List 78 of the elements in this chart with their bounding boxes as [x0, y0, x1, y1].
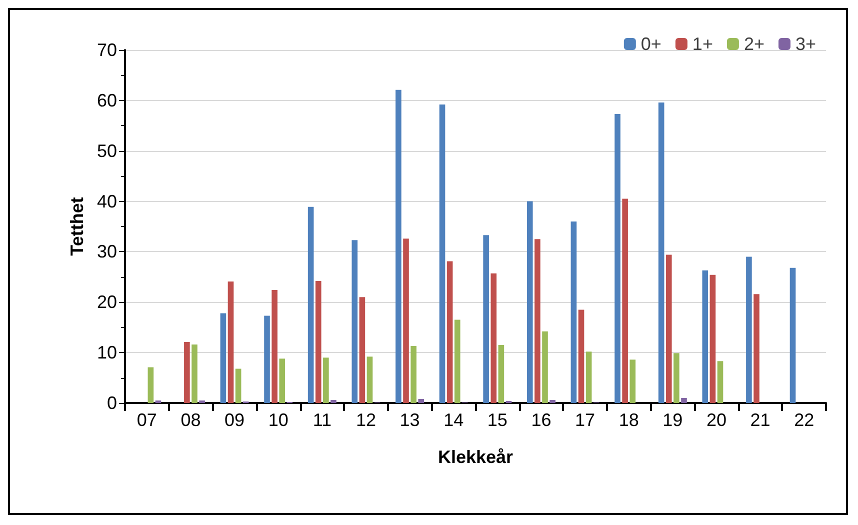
bar [359, 297, 366, 403]
bar [578, 310, 584, 403]
bar [746, 256, 752, 403]
x-tick-label: 17 [575, 410, 596, 430]
x-tick-label: 22 [794, 410, 814, 430]
x-tick-label: 07 [136, 410, 157, 430]
x-tick-label: 08 [180, 410, 201, 430]
y-tick-label: 0 [106, 393, 117, 413]
x-tick-label: 16 [531, 410, 552, 430]
bar [228, 281, 234, 403]
bar [192, 344, 198, 403]
bar [454, 320, 460, 403]
bar [403, 238, 409, 403]
bar [681, 398, 687, 403]
x-axis-title: Klekkeår [438, 447, 514, 467]
bar [534, 239, 540, 403]
bar [279, 358, 286, 403]
bar [184, 342, 190, 403]
bar [542, 331, 548, 403]
y-tick-label: 40 [96, 191, 117, 212]
x-tick-label: 21 [750, 410, 770, 430]
bar [622, 198, 628, 403]
bar [148, 367, 154, 403]
bar [614, 114, 620, 403]
bar [498, 345, 504, 403]
x-tick-label: 15 [487, 410, 508, 430]
y-tick-label: 70 [96, 40, 117, 60]
legend-label: 0+ [640, 34, 662, 54]
bar [702, 270, 708, 403]
bar [754, 294, 760, 403]
bar [790, 268, 796, 403]
bar [570, 221, 577, 403]
bar [483, 235, 489, 403]
x-tick-label: 14 [444, 410, 464, 430]
bar [323, 358, 329, 403]
x-tick-label: 13 [400, 410, 420, 430]
x-tick-label: 10 [268, 410, 288, 430]
bar [439, 104, 446, 403]
bar [418, 398, 424, 403]
bar [490, 273, 497, 403]
x-tick-label: 19 [662, 410, 683, 430]
bar [315, 280, 322, 403]
y-tick-label: 10 [96, 342, 117, 363]
bar [352, 240, 358, 403]
bar [446, 261, 453, 403]
bar [550, 400, 556, 403]
legend-label: 3+ [795, 34, 816, 54]
bar [264, 316, 270, 403]
bar [366, 356, 373, 403]
x-tick-label: 11 [312, 410, 332, 430]
bar [308, 206, 314, 403]
bar [630, 360, 636, 403]
bar [410, 346, 416, 403]
x-tick-label: 12 [356, 410, 376, 430]
y-tick-label: 50 [96, 140, 117, 161]
bar [272, 290, 278, 403]
bar [155, 400, 162, 403]
y-axis-title: Tetthet [67, 197, 88, 256]
legend-label: 2+ [744, 34, 764, 54]
y-tick-label: 20 [96, 292, 117, 312]
bar [235, 368, 242, 403]
bar [586, 352, 592, 403]
bar [396, 90, 402, 403]
bar [658, 102, 664, 403]
bar [717, 361, 724, 403]
x-tick-label: 18 [618, 410, 639, 430]
bar [220, 313, 226, 403]
bar [330, 400, 336, 403]
y-tick-label: 60 [96, 90, 117, 110]
bar [710, 274, 716, 403]
y-tick-label: 30 [96, 242, 117, 262]
x-tick-label: 09 [224, 410, 245, 430]
x-tick-label: 20 [706, 410, 726, 430]
bar [526, 201, 533, 403]
bar [199, 400, 205, 403]
bar [666, 254, 672, 403]
bar [674, 353, 680, 403]
legend-label: 1+ [692, 34, 713, 54]
